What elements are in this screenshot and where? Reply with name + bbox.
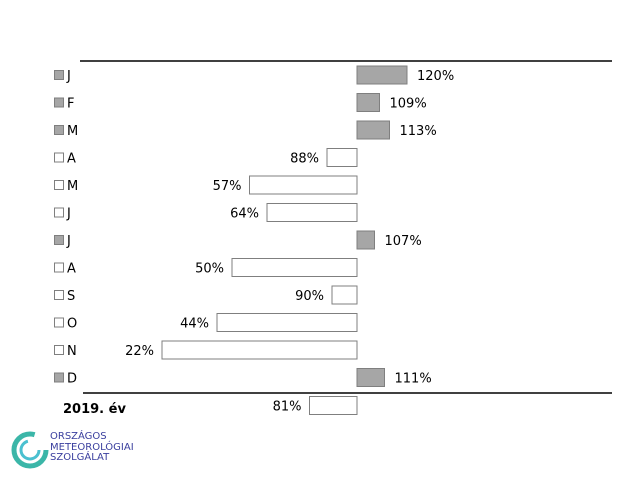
legend-swatch — [54, 207, 64, 218]
logo-line: ORSZÁGOS — [50, 431, 107, 442]
month-label: A — [67, 262, 76, 277]
month-label: J — [66, 234, 71, 249]
bar-4 — [249, 175, 358, 195]
bar-10 — [161, 340, 358, 360]
legend-swatch — [54, 262, 64, 273]
month-label: A — [67, 152, 76, 167]
bar-7 — [231, 258, 358, 277]
bar-3 — [326, 148, 358, 167]
legend-swatch — [54, 317, 64, 328]
legend-swatch — [54, 345, 64, 355]
bar-11-label: 111% — [395, 372, 432, 387]
logo-line: METEOROLÓGIAI — [50, 441, 134, 453]
month-label: D — [67, 372, 77, 387]
legend-swatch — [54, 97, 64, 108]
summary-bar-label: 81% — [273, 400, 302, 415]
bar-9 — [216, 313, 358, 332]
month-label: O — [67, 317, 77, 332]
bar-10-label: 22% — [125, 344, 154, 359]
month-label: F — [67, 97, 74, 112]
bar-0-label: 120% — [417, 69, 454, 84]
summary-label: 2019. év — [63, 402, 126, 417]
month-label: J — [66, 69, 71, 84]
month-label: M — [67, 179, 78, 194]
month-label: S — [67, 289, 75, 304]
bar-5 — [266, 203, 358, 222]
bar-2 — [356, 120, 390, 140]
bar-8-label: 90% — [295, 289, 324, 304]
month-label: N — [67, 344, 77, 359]
summary-bar — [309, 396, 358, 415]
bar-6 — [356, 230, 375, 250]
bar-5-label: 64% — [230, 207, 259, 222]
bar-7-label: 50% — [195, 262, 224, 277]
bar-0 — [356, 65, 408, 85]
month-label: M — [67, 124, 78, 139]
logo-line: SZOLGÁLAT — [50, 452, 110, 463]
bar-1-label: 109% — [390, 97, 427, 112]
bar-9-label: 44% — [180, 317, 209, 332]
logo-text: ORSZÁGOS METEOROLÓGIAI SZOLGÁLAT — [50, 431, 134, 464]
bar-6-label: 107% — [385, 234, 422, 249]
month-label: J — [66, 207, 71, 222]
legend-swatch — [54, 180, 64, 190]
legend-swatch — [54, 372, 64, 383]
legend-swatch — [54, 235, 64, 245]
bar-11 — [356, 368, 385, 387]
bar-2-label: 113% — [400, 124, 437, 139]
logo-icon — [11, 431, 49, 469]
bar-3-label: 88% — [290, 152, 319, 167]
legend-swatch — [54, 70, 64, 80]
legend-swatch — [54, 152, 64, 163]
bar-4-label: 57% — [213, 179, 242, 194]
bar-1 — [356, 93, 380, 112]
legend-swatch — [54, 125, 64, 135]
bar-8 — [331, 285, 358, 305]
legend-swatch — [54, 290, 64, 300]
